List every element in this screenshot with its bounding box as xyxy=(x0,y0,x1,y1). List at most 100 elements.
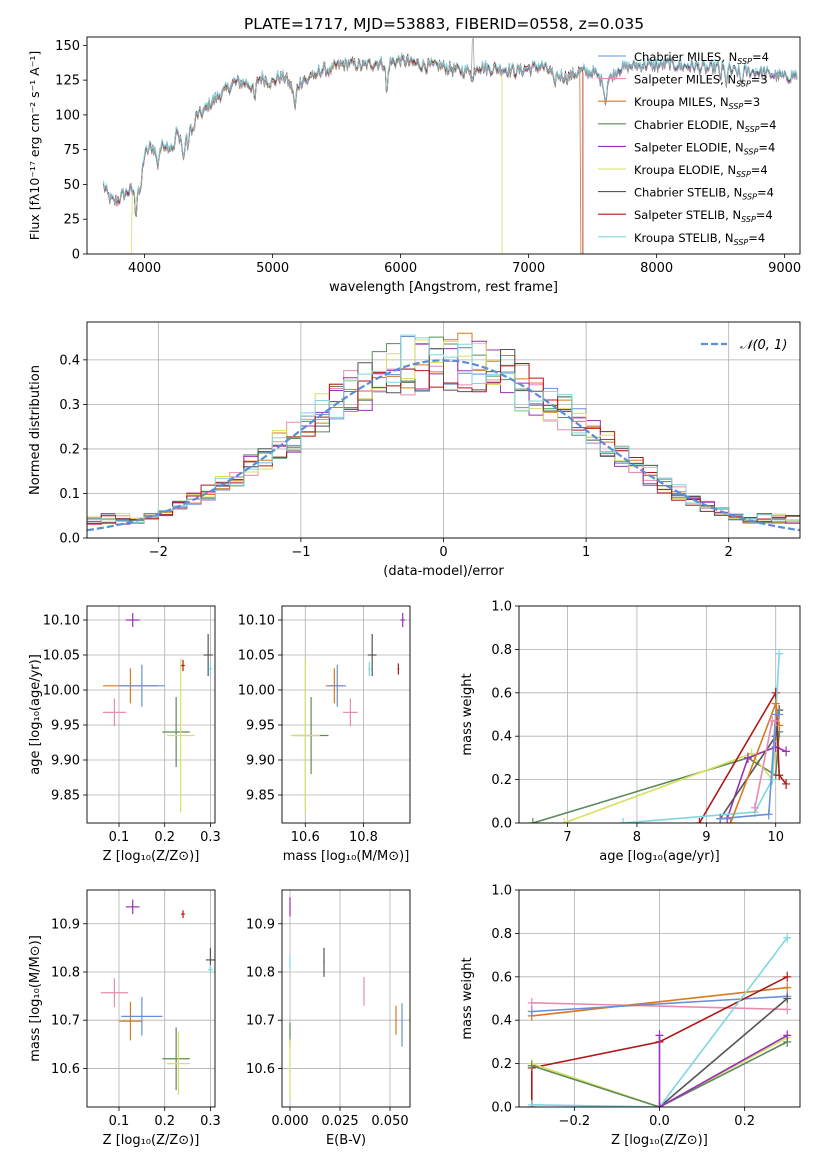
axes-frame xyxy=(86,321,801,539)
y-tick-label: 0.0 xyxy=(491,1101,512,1116)
errorbar-kroupa-stelib xyxy=(368,662,371,676)
chart-weights_vs_Z: −0.2 0.0 0.2 0.0 0.2 0.4 0.6 0.8 1.0 Z [log₁₀(Z/Z… xyxy=(460,884,801,1148)
weight-point xyxy=(783,993,792,1004)
weight-point xyxy=(771,687,780,698)
errorbar-salpeter-stelib xyxy=(181,659,185,672)
legend-label: Kroupa ELODIE, N xyxy=(634,163,736,177)
legend-label: Chabrier STELIB, N xyxy=(634,186,742,200)
weight-point xyxy=(560,818,569,823)
y-tick-label: 9.85 xyxy=(51,789,80,804)
errorbar-salpeter-elodie xyxy=(125,899,140,915)
y-tick-label: 10.7 xyxy=(51,1014,80,1029)
x-tick-label: 0.000 xyxy=(271,1114,308,1129)
legend-tail: =4 xyxy=(748,231,765,245)
legend-subscript: SSP xyxy=(736,170,751,179)
y-tick-label: 50 xyxy=(63,178,80,193)
errorbar-chabrier-miles xyxy=(328,664,346,707)
plot-area-weights_vs_Z xyxy=(527,932,792,1107)
chart-title: PLATE=1717, MJD=53883, FIBERID=0558, z=0… xyxy=(244,15,644,33)
x-tick-label: 0.025 xyxy=(321,1114,358,1129)
plot-area-residuals xyxy=(87,332,800,538)
legend-subscript: SSP xyxy=(736,80,751,89)
plot-area-mass_vs_EBV xyxy=(289,897,403,1098)
legend-label: Kroupa STELIB, N xyxy=(634,231,734,245)
weight-line-chabrier-elodie xyxy=(532,731,780,823)
weight-point xyxy=(764,809,773,820)
y-axis-label: mass weight xyxy=(460,957,475,1039)
legend-tail: =4 xyxy=(760,118,777,132)
x-tick-label: 0.3 xyxy=(200,1114,221,1129)
legend-label: Chabrier MILES, N xyxy=(634,50,737,64)
weight-point xyxy=(527,1006,536,1017)
legend-tail: =4 xyxy=(751,163,768,177)
weight-point xyxy=(783,932,792,943)
axes-frame xyxy=(86,36,801,255)
legend-entry: Salpeter ELODIE, NSSP=4 xyxy=(634,140,775,156)
weight-point xyxy=(527,1060,536,1071)
legend-tail: =4 xyxy=(757,186,774,200)
weight-point xyxy=(527,1099,536,1107)
legend-entry: Chabrier STELIB, NSSP=4 xyxy=(634,186,774,202)
weight-line-salpeter-stelib xyxy=(531,976,788,1107)
x-tick-label: 1 xyxy=(582,545,590,560)
y-tick-label: 0.3 xyxy=(59,398,80,413)
legend-subscript: SSP xyxy=(742,193,757,202)
legend-entry: Chabrier ELODIE, NSSP=4 xyxy=(634,118,776,134)
axes-frame xyxy=(281,889,411,1108)
y-tick-label: 10.9 xyxy=(246,917,275,932)
x-axis-label: Z [log₁₀(Z/Z⊙)] xyxy=(611,1133,708,1148)
chart-weights_vs_age: 7 8 9 10 0.0 0.2 0.4 0.6 0.8 1.0 age [log₁₀(age/yr… xyxy=(460,600,801,864)
legend-tail: =4 xyxy=(758,140,775,154)
weight-point xyxy=(655,1102,664,1107)
legend-entry: Kroupa ELODIE, NSSP=4 xyxy=(634,163,768,179)
y-tick-label: 0.4 xyxy=(491,1014,512,1029)
y-tick-label: 10.10 xyxy=(238,614,275,629)
weight-point xyxy=(771,716,780,727)
weight-line-salpeter-miles xyxy=(531,1002,788,1011)
weight-line-kroupa-elodie xyxy=(563,710,780,823)
x-tick-label: 0 xyxy=(439,545,447,560)
legend: 𝒩(0, 1) xyxy=(701,338,787,353)
y-tick-label: 10.10 xyxy=(43,614,80,629)
y-tick-label: 0.8 xyxy=(491,927,512,942)
chart-age_vs_Z: 0.1 0.2 0.3 9.85 9.90 9.95 10.00 10.05 10.10 Z [l… xyxy=(28,605,221,864)
errorbar-salpeter-stelib xyxy=(397,663,400,675)
y-tick-label: 0.4 xyxy=(491,730,512,745)
errorbar-kroupa-elodie xyxy=(167,658,195,813)
axes-frame xyxy=(86,605,216,824)
legend-subscript: SSP xyxy=(734,238,749,247)
histogram-kroupa-stelib xyxy=(87,334,800,538)
y-tick-label: 10.7 xyxy=(246,1014,275,1029)
legend-entry: Chabrier MILES, NSSP=4 xyxy=(634,50,769,66)
weight-point xyxy=(768,774,777,785)
x-tick-label: 7 xyxy=(563,830,571,845)
chart-spectrum: 4000 5000 6000 7000 8000 9000 0 25 50 75 100 125 150… xyxy=(27,15,801,295)
y-tick-label: 10.00 xyxy=(238,684,275,699)
legend-subscript: SSP xyxy=(729,102,744,111)
weight-point xyxy=(528,818,537,823)
legend-label: Chabrier ELODIE, N xyxy=(634,118,745,132)
x-tick-label: 0.1 xyxy=(109,830,130,845)
x-tick-label: 4000 xyxy=(128,261,161,276)
y-tick-label: 75 xyxy=(63,143,80,158)
plot-area-mass_vs_Z xyxy=(100,899,215,1095)
x-tick-label: 8000 xyxy=(640,261,673,276)
y-tick-label: 10.6 xyxy=(246,1062,275,1077)
legend-entry: Kroupa MILES, NSSP=3 xyxy=(634,95,760,111)
errorbar-salpeter-miles xyxy=(103,698,126,727)
y-tick-label: 0.6 xyxy=(491,970,512,985)
y-axis-label: mass weight xyxy=(460,673,475,755)
weight-line-kroupa-elodie xyxy=(531,1036,788,1107)
x-tick-label: 9000 xyxy=(768,261,801,276)
errorbar-kroupa-elodie xyxy=(289,1039,291,1098)
weight-point xyxy=(775,770,784,781)
plot-area-spectrum xyxy=(103,37,798,254)
errorbar-chabrier-stelib xyxy=(367,634,377,676)
y-axis-label: Normed distribution xyxy=(28,365,43,495)
chart-residuals: −2 −1 0 1 2 0.0 0.1 0.2 0.3 0.4 (data-model)/error… xyxy=(28,321,801,579)
legend-tail: =4 xyxy=(752,50,769,64)
x-tick-label: 8 xyxy=(633,830,641,845)
weight-point xyxy=(782,778,791,789)
y-tick-label: 0.8 xyxy=(491,643,512,658)
